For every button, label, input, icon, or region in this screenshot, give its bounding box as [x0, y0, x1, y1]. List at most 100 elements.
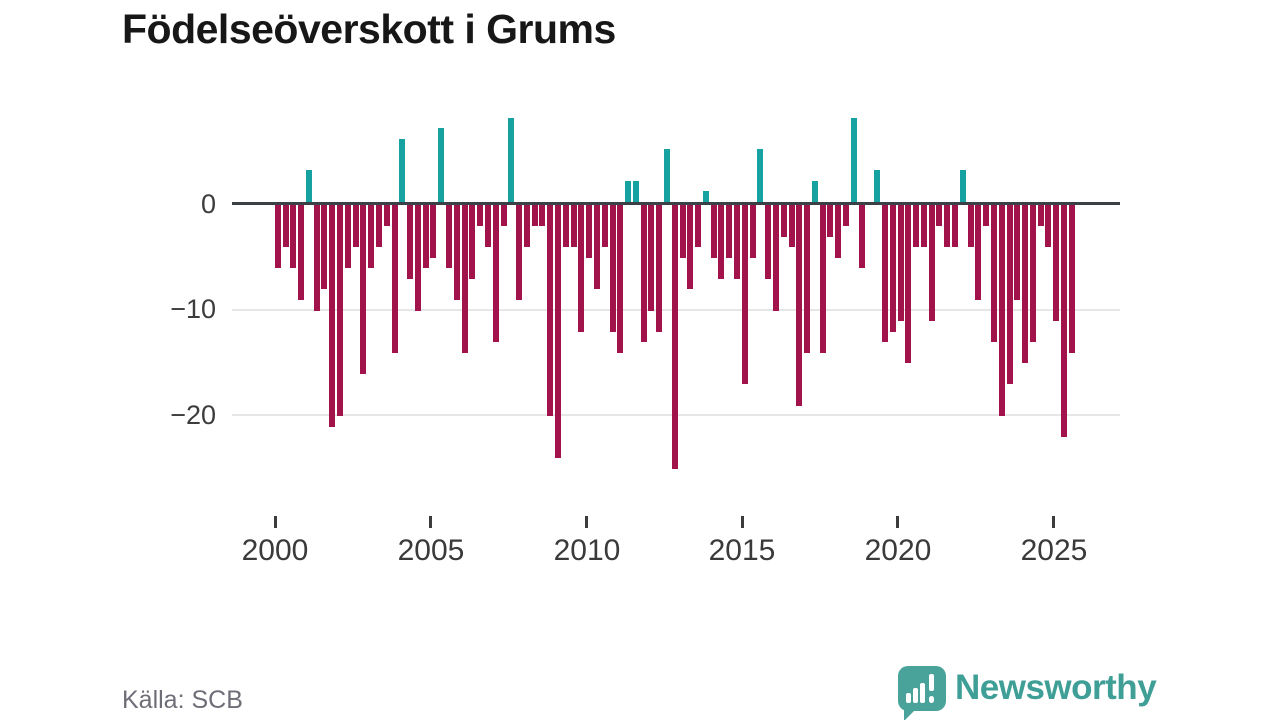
bar: [827, 205, 834, 237]
bar: [516, 205, 522, 300]
bar: [593, 205, 600, 290]
bar: [407, 205, 413, 279]
bar: [500, 205, 507, 227]
bar: [1068, 205, 1075, 353]
bar: [648, 205, 655, 311]
bar: [391, 205, 398, 353]
bar: [858, 205, 865, 269]
bar: [874, 170, 881, 202]
bar: [695, 205, 702, 248]
x-axis-tick-mark: [1052, 516, 1055, 528]
bar: [337, 205, 343, 416]
bar: [897, 205, 904, 322]
bar: [446, 205, 452, 269]
bar: [687, 205, 694, 290]
bar: [1029, 205, 1036, 343]
bar: [586, 205, 593, 258]
bar: [399, 138, 406, 202]
bar: [547, 205, 554, 416]
bar: [290, 205, 297, 269]
bar: [780, 205, 787, 237]
bar: [492, 205, 499, 343]
bar: [726, 205, 733, 258]
x-axis-tick-mark: [741, 516, 744, 528]
bar: [811, 180, 818, 202]
bar: [617, 205, 624, 353]
x-axis-tick-label: 2015: [708, 534, 776, 567]
bar: [734, 205, 740, 279]
bar: [702, 191, 709, 202]
x-axis-tick-label: 2000: [241, 534, 309, 567]
bar: [313, 205, 320, 311]
bar: [640, 205, 647, 343]
bar: [757, 149, 764, 203]
y-axis-tick-label: −10: [170, 294, 216, 324]
bar: [819, 205, 826, 353]
bar: [531, 205, 538, 227]
bar: [835, 205, 842, 258]
bar: [796, 205, 803, 406]
bar: [601, 205, 608, 248]
bar: [578, 205, 585, 332]
x-axis-tick-label: 2005: [397, 534, 465, 567]
bar: [905, 205, 912, 364]
bar: [625, 180, 631, 202]
bar: [850, 117, 857, 202]
x-axis-tick-mark: [585, 516, 588, 528]
bar: [664, 149, 670, 203]
x-axis-tick-mark: [896, 516, 899, 528]
bar: [438, 128, 445, 202]
bar: [975, 205, 982, 300]
brand-wordmark: Newsworthy: [955, 668, 1157, 707]
bar: [1014, 205, 1021, 300]
bar: [1053, 205, 1060, 322]
bar: [749, 205, 756, 258]
bar: [656, 205, 663, 332]
bar: [710, 205, 717, 258]
x-axis-tick-label: 2010: [553, 534, 621, 567]
page-title: Födelseöverskott i Grums: [122, 6, 616, 52]
bar: [609, 205, 616, 332]
bar: [422, 205, 429, 269]
bar: [843, 205, 849, 227]
bar: [484, 205, 491, 248]
bar: [461, 205, 468, 353]
bar: [321, 205, 328, 290]
bar: [477, 205, 484, 227]
bar: [352, 205, 359, 248]
x-axis-tick-label: 2020: [864, 534, 932, 567]
bar: [788, 205, 795, 248]
bar: [967, 205, 974, 248]
bar: [1022, 205, 1029, 364]
bar: [344, 205, 351, 269]
bar: [881, 205, 888, 343]
speech-bubble-tail: [904, 710, 915, 720]
bar-chart-speech-bubble-icon: [898, 666, 946, 711]
bar: [368, 205, 375, 269]
bar: [772, 205, 779, 311]
y-axis-tick-label: −20: [170, 400, 216, 430]
bar: [983, 205, 990, 227]
x-axis-tick-mark: [274, 516, 277, 528]
x-axis-tick-label: 2025: [1020, 534, 1088, 567]
bar: [889, 205, 896, 332]
bar: [430, 205, 437, 258]
bar: [679, 205, 686, 258]
bar: [998, 205, 1005, 416]
bar: [952, 205, 958, 248]
bar: [804, 205, 811, 353]
bar: [562, 205, 569, 248]
bar: [632, 180, 639, 202]
bar: [375, 205, 382, 248]
bar: [360, 205, 367, 374]
bar: [920, 205, 927, 248]
bar: [298, 205, 305, 300]
bar: [329, 205, 336, 427]
bar: [671, 205, 678, 469]
bar: [1006, 205, 1013, 385]
bar: [523, 205, 530, 248]
bar: [1045, 205, 1052, 248]
bar: [741, 205, 748, 385]
bar: [718, 205, 725, 279]
